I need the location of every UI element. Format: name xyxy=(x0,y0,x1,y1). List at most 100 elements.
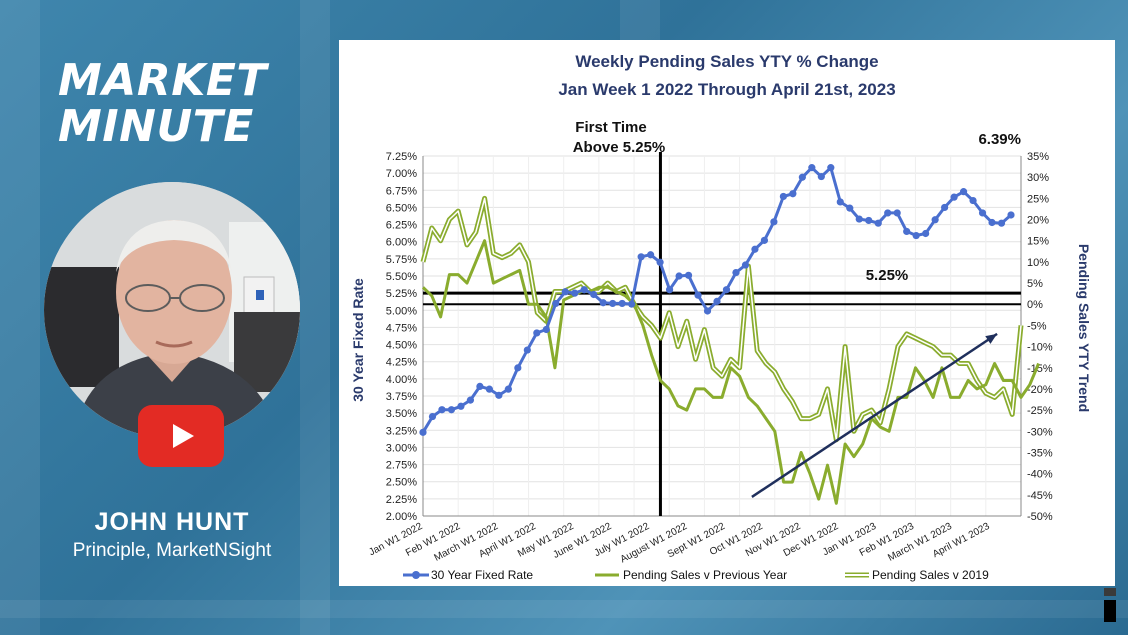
rate-point xyxy=(628,300,636,308)
rate-point xyxy=(694,291,702,299)
rate-point xyxy=(760,236,769,244)
left-tick-label: 2.50% xyxy=(386,477,417,489)
rate-point xyxy=(571,289,579,297)
rate-point xyxy=(884,209,892,217)
chart-subtitle: Jan Week 1 2022 Through April 21st, 2023 xyxy=(558,80,895,99)
rate-point xyxy=(656,258,664,266)
left-tick-label: 6.50% xyxy=(386,202,417,214)
series-pending-2019-inner xyxy=(422,197,1022,441)
rate-point xyxy=(542,325,550,334)
series-pending-2019-line xyxy=(420,195,1024,443)
left-tick-label: 2.75% xyxy=(386,460,417,472)
rate-point xyxy=(789,190,797,198)
rate-point xyxy=(827,164,835,172)
rate-point xyxy=(428,412,437,421)
rate-point xyxy=(751,245,759,253)
rate-point xyxy=(922,229,930,238)
rate-point xyxy=(466,396,475,404)
left-tick-label: 3.25% xyxy=(386,425,417,437)
rate-point xyxy=(703,307,712,315)
rate-point xyxy=(988,218,996,227)
rate-point xyxy=(808,164,816,172)
left-tick-label: 5.00% xyxy=(386,305,417,317)
last-rate-label: 6.39% xyxy=(978,131,1021,148)
left-tick-label: 3.00% xyxy=(386,442,417,454)
rate-point xyxy=(457,402,465,410)
youtube-play-button[interactable] xyxy=(138,405,224,467)
right-tick-label: 0% xyxy=(1027,299,1043,311)
left-tick-label: 6.75% xyxy=(386,185,417,197)
rate-point xyxy=(495,391,503,399)
rate-point xyxy=(855,215,863,223)
right-tick-label: 30% xyxy=(1027,172,1049,184)
rate-point xyxy=(447,406,456,414)
left-tick-label: 4.75% xyxy=(386,322,417,334)
presenter-title: Principle, MarketNSight xyxy=(72,540,272,561)
trend-arrow-line xyxy=(751,332,998,498)
rate-point xyxy=(959,188,968,196)
left-tick-label: 4.25% xyxy=(386,357,417,369)
rate-point xyxy=(997,219,1006,227)
rate-point xyxy=(419,428,427,436)
rate-point xyxy=(893,209,901,217)
trend-arrow-head xyxy=(985,333,998,344)
left-tick-label: 4.00% xyxy=(386,374,417,386)
right-tick-label: 10% xyxy=(1027,257,1049,269)
right-tick-label: -25% xyxy=(1027,405,1053,417)
rate-point xyxy=(941,203,949,212)
rate-point xyxy=(552,299,560,308)
rate-point xyxy=(779,192,787,201)
right-tick-label: -15% xyxy=(1027,363,1053,375)
rate-point xyxy=(523,346,531,354)
chart-card: Weekly Pending Sales YTY % Change Jan We… xyxy=(339,40,1115,586)
rate-point xyxy=(978,209,987,217)
rate-point xyxy=(504,385,512,393)
first-time-label-1: First Time xyxy=(575,119,646,136)
right-tick-label: -40% xyxy=(1027,469,1053,481)
left-axis-label: 30 Year Fixed Rate xyxy=(350,278,366,402)
background-beam xyxy=(300,0,330,635)
youtube-play-icon xyxy=(173,424,194,448)
right-tick-label: -35% xyxy=(1027,447,1053,459)
presenter-avatar xyxy=(44,182,300,438)
left-tick-label: 2.00% xyxy=(386,511,417,523)
x-tick-label: March W1 2022 xyxy=(433,521,501,564)
left-tick-label: 2.25% xyxy=(386,494,417,506)
rate-point xyxy=(485,385,493,393)
corner-mark xyxy=(1104,600,1116,622)
left-tick-label: 6.25% xyxy=(386,220,417,232)
left-tick-label: 5.25% xyxy=(386,288,417,300)
threshold-label: 5.25% xyxy=(866,267,909,284)
chart-legend: 30 Year Fixed Rate Pending Sales v Previ… xyxy=(403,568,989,582)
rate-point xyxy=(637,253,645,261)
rate-point xyxy=(931,216,939,224)
legend-2019: Pending Sales v 2019 xyxy=(872,568,989,582)
rate-point xyxy=(836,198,844,206)
rate-point xyxy=(722,286,731,294)
rate-point xyxy=(618,299,626,308)
rate-point xyxy=(741,261,750,269)
rate-point xyxy=(770,218,778,226)
right-tick-label: 15% xyxy=(1027,236,1049,248)
presenter-name: JOHN HUNT xyxy=(94,508,250,536)
right-tick-label: 25% xyxy=(1027,193,1049,205)
x-tick-label: March W1 2023 xyxy=(886,521,954,564)
chart-title: Weekly Pending Sales YTY % Change xyxy=(575,52,878,71)
logo-line-1: MARKET xyxy=(58,55,267,106)
right-tick-label: -30% xyxy=(1027,426,1053,438)
rate-point xyxy=(865,216,873,225)
right-tick-label: -20% xyxy=(1027,384,1053,396)
market-minute-logo: MARKET MINUTE xyxy=(58,58,267,150)
left-tick-label: 3.75% xyxy=(386,391,417,403)
series-pending-prev-year-line xyxy=(421,239,1040,505)
background-beam xyxy=(620,0,660,40)
presenter-portrait xyxy=(44,182,300,438)
right-tick-label: -10% xyxy=(1027,342,1053,354)
rate-point xyxy=(533,329,541,337)
rate-point xyxy=(647,251,655,259)
background-beam xyxy=(0,0,40,635)
rate-point xyxy=(969,196,977,205)
first-time-label-2: Above 5.25% xyxy=(573,139,666,156)
left-tick-label: 3.50% xyxy=(386,408,417,420)
rate-point xyxy=(580,286,588,294)
